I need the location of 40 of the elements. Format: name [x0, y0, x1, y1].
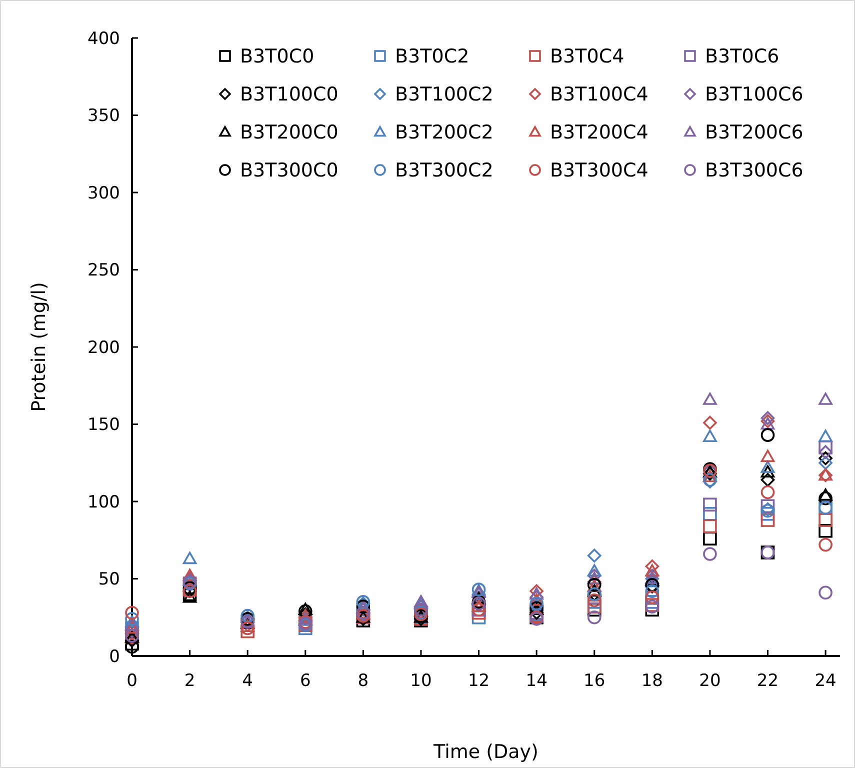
legend-label: B3T200C6	[705, 122, 804, 144]
y-tick-label: 300	[88, 183, 120, 204]
legend-label: B3T0C2	[395, 46, 470, 68]
x-tick-label: 0	[126, 671, 138, 691]
x-tick-label: 10	[410, 671, 432, 691]
x-tick-label: 2	[184, 671, 196, 691]
x-axis-title: Time (Day)	[432, 741, 538, 763]
legend-label: B3T100C6	[705, 84, 804, 106]
legend-label: B3T100C4	[550, 84, 648, 106]
x-tick-label: 16	[584, 671, 606, 691]
legend-label: B3T300C0	[240, 160, 338, 182]
y-tick-label: 0	[109, 646, 120, 667]
legend-label: B3T0C0	[240, 46, 314, 68]
x-tick-label: 8	[358, 671, 369, 691]
x-tick-label: 18	[641, 671, 663, 691]
legend-label: B3T200C2	[395, 122, 494, 144]
legend-label: B3T100C2	[395, 84, 494, 106]
y-tick-label: 350	[88, 106, 120, 126]
legend-label: B3T0C4	[550, 46, 624, 68]
y-tick-label: 200	[88, 338, 120, 358]
y-tick-label: 100	[88, 492, 120, 512]
legend-label: B3T0C6	[705, 46, 780, 68]
legend-label: B3T200C4	[550, 122, 648, 144]
legend-label: B3T200C0	[240, 122, 338, 144]
x-tick-label: 14	[526, 671, 548, 691]
legend-label: B3T300C4	[550, 160, 648, 182]
y-tick-label: 50	[98, 570, 120, 590]
x-tick-label: 4	[242, 671, 254, 691]
legend-label: B3T300C6	[705, 160, 804, 182]
x-tick-label: 22	[756, 671, 779, 691]
x-tick-label: 12	[468, 671, 490, 691]
legend-label: B3T300C2	[395, 160, 494, 182]
x-tick-label: 24	[814, 671, 836, 691]
y-tick-label: 150	[88, 415, 120, 436]
x-tick-label: 20	[699, 671, 721, 691]
y-axis-title: Protein (mg/l)	[28, 282, 50, 412]
y-tick-label: 250	[88, 260, 120, 281]
y-tick-label: 400	[88, 28, 120, 49]
x-tick-label: 6	[300, 671, 311, 691]
legend-label: B3T100C0	[240, 84, 338, 106]
